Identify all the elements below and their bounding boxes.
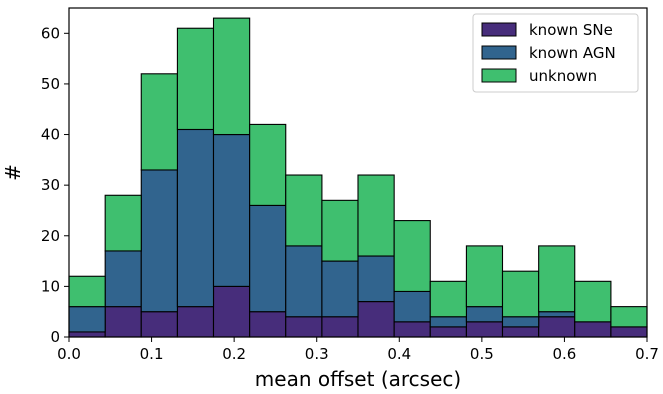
- bar-unknown-2: [140, 73, 178, 171]
- bar-known-agn-5: [249, 204, 287, 313]
- bar-unknown-8: [357, 174, 395, 257]
- bar-known-sne-8: [357, 301, 395, 338]
- legend: known SNe known AGN unknown: [472, 13, 639, 93]
- x-tick-label: 0.4: [387, 345, 411, 363]
- x-axis: 0.0 0.1 0.2 0.3 0.4 0.5 0.6 0.7: [57, 337, 659, 363]
- bar-unknown-1: [104, 194, 142, 252]
- x-tick-label: 0.2: [222, 345, 246, 363]
- bar-known-agn-3: [176, 128, 215, 308]
- bar-known-sne-1: [104, 306, 142, 338]
- bar-known-agn-7: [321, 260, 359, 318]
- legend-label: known AGN: [529, 44, 616, 62]
- x-axis-label: mean offset (arcsec): [255, 367, 461, 391]
- bar-known-sne-6: [285, 316, 323, 338]
- bar-known-agn-2: [140, 169, 178, 313]
- y-tick-label: 20: [41, 227, 60, 245]
- bar-known-agn-9: [393, 290, 431, 323]
- bar-known-sne-15: [610, 326, 648, 338]
- bar-unknown-6: [285, 174, 323, 247]
- bars-layer: [68, 17, 648, 338]
- y-tick-label: 30: [41, 176, 60, 194]
- bar-known-agn-12: [501, 316, 540, 328]
- bar-unknown-12: [501, 270, 540, 318]
- bar-unknown-7: [321, 199, 359, 262]
- legend-swatch: [481, 45, 517, 60]
- y-axis-label: #: [1, 164, 25, 181]
- bar-unknown-14: [574, 280, 612, 323]
- y-axis: 0 10 20 30 40 50 60: [41, 24, 69, 346]
- bar-known-sne-2: [140, 311, 178, 338]
- plot-frame: [68, 7, 648, 338]
- bar-known-sne-11: [465, 321, 504, 338]
- bar-known-sne-7: [321, 316, 359, 338]
- legend-swatch: [481, 22, 517, 37]
- bar-known-agn-6: [285, 245, 323, 318]
- bar-known-agn-8: [357, 255, 395, 303]
- bar-known-sne-9: [393, 321, 431, 338]
- bar-unknown-4: [212, 17, 251, 136]
- bar-known-sne-0: [68, 331, 106, 338]
- x-tick-label: 0.7: [635, 345, 659, 363]
- bar-known-agn-0: [68, 306, 106, 333]
- bar-unknown-10: [429, 280, 467, 318]
- bar-known-sne-14: [574, 321, 612, 338]
- bar-known-sne-3: [176, 306, 215, 338]
- bar-known-agn-11: [465, 306, 504, 323]
- y-tick-label: 50: [41, 75, 60, 93]
- legend-swatch: [481, 68, 517, 83]
- y-tick-label: 60: [41, 24, 60, 42]
- y-tick-label: 0: [50, 328, 60, 346]
- bar-unknown-9: [393, 220, 431, 292]
- x-tick-label: 0.3: [305, 345, 329, 363]
- bar-known-sne-12: [501, 326, 540, 338]
- x-tick-label: 0.6: [552, 345, 576, 363]
- legend-label: known SNe: [529, 21, 613, 39]
- bar-unknown-0: [68, 275, 106, 308]
- bar-unknown-13: [538, 245, 576, 313]
- bar-unknown-3: [176, 27, 215, 131]
- x-tick-label: 0.0: [57, 345, 81, 363]
- bar-known-agn-1: [104, 250, 142, 308]
- x-tick-label: 0.1: [140, 345, 164, 363]
- bar-known-sne-5: [249, 311, 287, 338]
- bar-known-sne-10: [429, 326, 467, 338]
- bar-known-agn-13: [538, 311, 576, 318]
- bar-unknown-15: [610, 306, 648, 328]
- y-tick-label: 40: [41, 126, 60, 144]
- x-tick-label: 0.5: [470, 345, 494, 363]
- bar-known-agn-4: [212, 133, 251, 287]
- bar-known-agn-10: [429, 316, 467, 328]
- bar-known-sne-13: [538, 316, 576, 338]
- bar-known-sne-4: [212, 285, 251, 338]
- bar-unknown-11: [465, 245, 504, 308]
- legend-label: unknown: [529, 67, 597, 85]
- bar-unknown-5: [249, 123, 287, 206]
- y-tick-label: 10: [41, 277, 60, 295]
